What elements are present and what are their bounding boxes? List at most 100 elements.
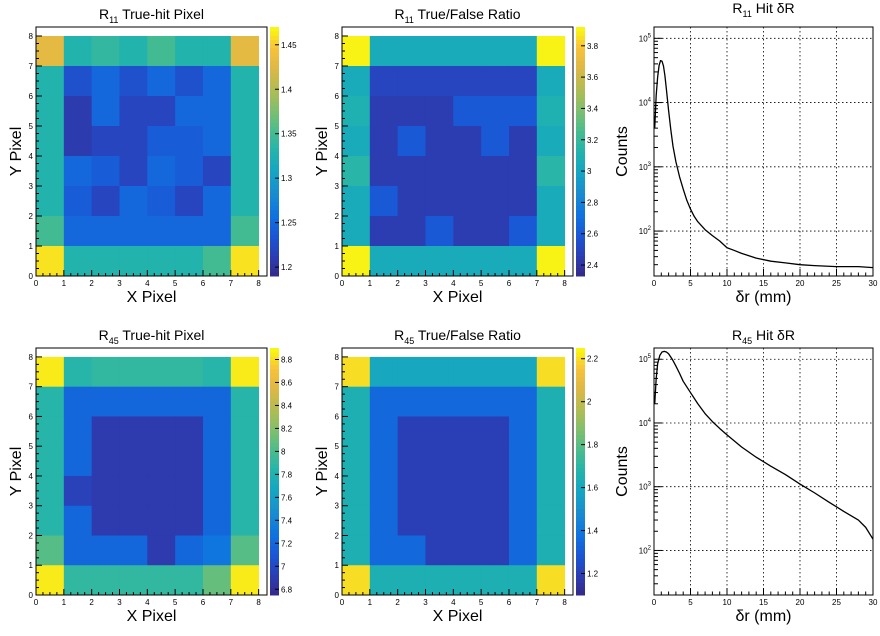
x-tick-label: 3 [117,279,122,288]
heatmap-cell [508,96,538,127]
heatmap-cell [230,535,260,566]
colorbar-segment [576,479,585,485]
heatmap-cell [536,386,566,417]
heatmap-cell [147,36,176,67]
colorbar-segment [270,459,279,464]
y-tick-label: 0 [335,591,340,600]
heatmap-cell [147,386,176,417]
heatmap-cell [536,126,566,157]
heatmap-cell [230,475,260,507]
y-tick-label: 103 [639,162,652,172]
x-tick-label: 5 [173,598,178,607]
y-tick-label: 1 [29,242,34,251]
heatmap-cell [397,126,426,157]
colorbar-segment [576,438,585,444]
colorbar-segment [576,180,585,186]
colorbar-segment [576,574,585,580]
heatmap-cell [342,186,371,217]
colorbar-segment [270,205,279,211]
heatmap-cell [536,216,566,247]
y-axis-label: Y Pixel [8,127,25,177]
colorbar-segment [576,413,585,419]
heatmap-cell [508,126,538,157]
colorbar-segment [576,139,585,144]
colorbar-segment [576,255,585,260]
colorbar-segment [270,496,279,501]
heatmap-cell [63,156,93,187]
colorbar-segment [576,385,585,390]
colorbar-segment [270,217,279,223]
colorbar-segment [576,93,585,99]
heatmap-cell [63,505,93,536]
colorbar-segment [576,259,585,265]
x-tick-label: 2 [89,279,94,288]
heatmap-cell [36,475,65,507]
heatmap-cell [481,446,510,477]
heatmap-cell [453,216,482,247]
heatmap-cell [147,356,176,388]
colorbar-segment [270,372,279,378]
colorbar-segment [576,85,585,90]
heatmap-cell [63,386,93,417]
heatmap-cell [481,505,510,536]
heatmap-cell [63,96,93,127]
colorbar-segment [576,143,585,148]
colorbar-segment [270,533,279,538]
colorbar-tick-label: 3 [587,167,592,176]
colorbar-segment [270,263,279,269]
heatmap-cell [36,356,65,388]
heatmap-cell [63,475,93,507]
colorbar-segment [270,487,279,493]
heatmap-cell [202,505,232,536]
heatmap-cell [536,505,566,536]
colorbar-segment [270,143,279,148]
y-tick-label: 7 [335,383,340,392]
heatmap-cell [369,126,399,157]
heatmap-cell [453,156,482,187]
heatmap-cell [202,66,232,97]
colorbar-segment [576,267,585,273]
colorbar-segment [576,562,585,567]
heatmap-cell [397,216,426,247]
colorbar-segment [270,126,279,132]
heatmap-cell [175,356,204,388]
colorbar-segment [270,226,279,231]
y-axis-label: Counts [614,446,631,497]
colorbar-segment [270,467,279,472]
heatmap-cell [453,446,482,477]
x-tick-label: 6 [507,598,512,607]
colorbar-segment [576,512,585,518]
colorbar-segment [270,590,279,596]
colorbar-segment [576,234,585,240]
heatmap-cell [91,565,120,596]
heatmap-cell [230,386,260,417]
heatmap-cell [425,446,454,477]
colorbar-segment [270,512,279,518]
colorbar-segment [270,259,279,265]
x-tick-label: 7 [229,598,234,607]
heatmap-cell [425,156,454,187]
x-tick-label: 6 [507,279,512,288]
heatmap-cell [369,446,399,477]
heatmap-cell [36,96,65,127]
y-axis-label: Y Pixel [8,447,25,497]
heatmap-cell [230,36,260,67]
colorbar-tick-label: 2.2 [587,355,599,364]
heatmap-cell [536,565,566,596]
heatmap-cell [119,186,148,217]
colorbar-segment [270,537,279,542]
colorbar-segment [576,238,585,244]
heatmap-cell [453,386,482,417]
y-tick-label: 0 [335,272,340,281]
colorbar-segment [576,172,585,177]
heatmap-cell [508,216,538,247]
heatmap-cell [175,416,204,447]
heatmap-cell [91,535,120,566]
heatmap-cell [175,246,204,277]
colorbar-segment [576,56,585,61]
heatmap-cell [481,96,510,127]
heatmap-cell [230,246,260,277]
colorbar-segment [270,578,279,584]
heatmap-cell [175,216,204,247]
heatmap-cell [397,356,426,388]
